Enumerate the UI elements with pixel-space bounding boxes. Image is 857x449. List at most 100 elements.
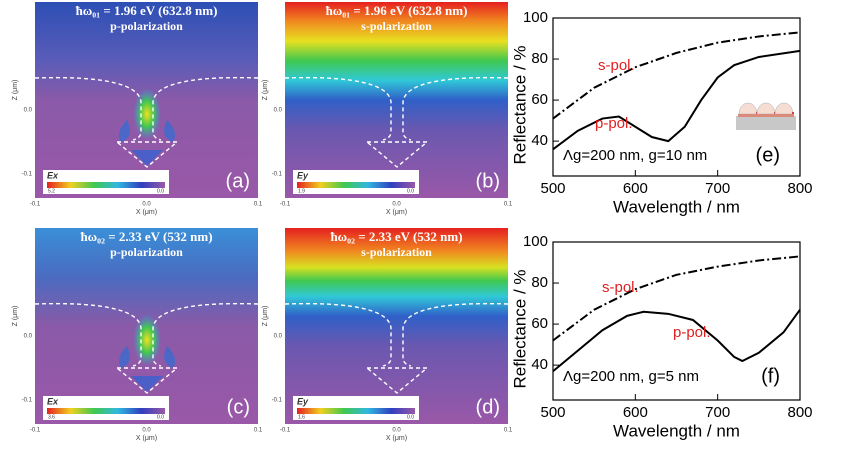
y-axis-label: Z (μm): [262, 306, 269, 327]
colorbar-max: 5.2: [48, 188, 55, 194]
x-axis-label: X (μm): [386, 435, 407, 442]
hot-spot: [133, 88, 161, 140]
x-axis-label: Wavelength / nm: [613, 421, 740, 440]
field-map: ħω₀₁ = 1.96 eV (632.8 nm)s-polarization E…: [262, 2, 513, 216]
colorbar-max: 1.6: [298, 414, 305, 420]
x-tick-label: -0.1: [30, 428, 41, 434]
y-tick-label: 100: [523, 233, 548, 250]
y-tick-label: 60: [531, 91, 548, 108]
structure-outline: [34, 302, 259, 394]
x-axis-label: X (μm): [136, 209, 157, 216]
y-axis-label: Z (μm): [12, 80, 19, 101]
x-axis-label: Wavelength / nm: [613, 197, 740, 216]
y-tick-label: -0.1: [272, 172, 283, 178]
y-tick-label: 40: [531, 356, 548, 373]
y-tick-label: 80: [531, 50, 548, 67]
x-tick-label: -0.1: [30, 202, 41, 208]
field-tip: [131, 376, 163, 392]
x-tick-label: -0.1: [280, 202, 291, 208]
annotation: Λg=200 nm, g=5 nm: [563, 368, 699, 385]
y-tick-label: -0.1: [22, 398, 33, 404]
x-tick-label: 0.0: [392, 428, 401, 434]
y-tick-label: 60: [531, 315, 548, 332]
x-tick-label: 0.0: [142, 428, 151, 434]
structure-outline: [284, 302, 509, 394]
series-label: s-pol.: [598, 57, 635, 74]
colorbar-label: Ey: [297, 170, 309, 180]
y-axis-label: Reflectance / %: [510, 45, 529, 164]
x-tick-label: 800: [787, 180, 812, 197]
x-tick-label: 600: [623, 404, 648, 421]
field-image: [285, 228, 508, 424]
y-tick-label: 0.0: [24, 108, 33, 114]
series-line: [552, 255, 801, 342]
colorbar: [47, 408, 165, 414]
field-tip: [131, 150, 163, 166]
structure-outline: [34, 76, 259, 168]
y-tick-label: 0.0: [274, 334, 283, 340]
colorbar: [297, 408, 415, 414]
series-line: [552, 309, 801, 373]
y-tick-label: -0.1: [272, 398, 283, 404]
inset-substrate: [736, 116, 796, 130]
field-map: ħω₀₁ = 1.96 eV (632.8 nm)p-polarization E…: [12, 2, 263, 216]
y-tick-label: -0.1: [22, 172, 33, 178]
colorbar-min: 0.0: [407, 188, 414, 194]
x-tick-label: -0.1: [280, 428, 291, 434]
colorbar-max: 3.6: [48, 414, 55, 420]
x-tick-label: 500: [540, 404, 565, 421]
x-tick-label: 600: [623, 180, 648, 197]
structure-outline: [284, 76, 509, 168]
colorbar-label: Ex: [47, 396, 59, 406]
colorbar-label: Ex: [47, 170, 59, 180]
y-axis-label: Z (μm): [12, 306, 19, 327]
panel-label: (e): [756, 144, 780, 166]
inset-particle: [756, 102, 776, 115]
series-line: [552, 49, 801, 151]
map-title: ħω₀₁ = 1.96 eV (632.8 nm): [76, 3, 218, 18]
series-label: p-pol.: [595, 115, 633, 132]
plot-frame: [552, 241, 801, 401]
x-tick-label: 0.1: [254, 202, 263, 208]
y-axis-label: Reflectance / %: [510, 269, 529, 388]
y-tick-label: 100: [523, 9, 548, 26]
colorbar-min: 0.0: [157, 414, 164, 420]
x-tick-label: 0.1: [254, 428, 263, 434]
panel-label: (c): [227, 396, 250, 418]
map-title: ħω₀₁ = 1.96 eV (632.8 nm): [326, 3, 468, 18]
field-map: ħω₀₂ = 2.33 eV (532 nm)p-polarization Ex 3…: [12, 228, 263, 442]
x-tick-label: 500: [540, 180, 565, 197]
x-axis-label: X (μm): [386, 209, 407, 216]
map-title: ħω₀₂ = 2.33 eV (532 nm): [80, 229, 212, 244]
series-label: s-pol.: [602, 279, 639, 296]
colorbar-min: 0.0: [407, 414, 414, 420]
hot-spot: [133, 314, 161, 366]
x-tick-label: 800: [787, 404, 812, 421]
panel-label: (b): [476, 170, 500, 192]
x-tick-label: 700: [705, 180, 730, 197]
field-lobe: [119, 346, 175, 368]
field-lobe: [119, 120, 175, 142]
x-tick-label: 0.0: [142, 202, 151, 208]
map-polarization: s-polarization: [361, 245, 432, 259]
series-line: [552, 31, 801, 120]
colorbar: [297, 182, 415, 188]
structure-inset: [736, 102, 796, 130]
colorbar: [47, 182, 165, 188]
x-tick-label: 700: [705, 404, 730, 421]
x-tick-label: 0.1: [504, 428, 513, 434]
panel-label: (f): [761, 365, 780, 387]
inset-particle: [774, 102, 794, 115]
series-label: p-pol.: [673, 324, 711, 341]
y-tick-label: 0.0: [274, 108, 283, 114]
map-title: ħω₀₂ = 2.33 eV (532 nm): [330, 229, 462, 244]
field-map: ħω₀₂ = 2.33 eV (532 nm)s-polarization Ey 1…: [262, 228, 513, 442]
panel-label: (d): [476, 396, 500, 418]
colorbar-min: 0.0: [157, 188, 164, 194]
x-axis-label: X (μm): [136, 435, 157, 442]
colorbar-max: 1.9: [298, 188, 305, 194]
colorbar-label: Ey: [297, 396, 309, 406]
y-tick-label: 80: [531, 274, 548, 291]
inset-particle: [738, 102, 758, 115]
